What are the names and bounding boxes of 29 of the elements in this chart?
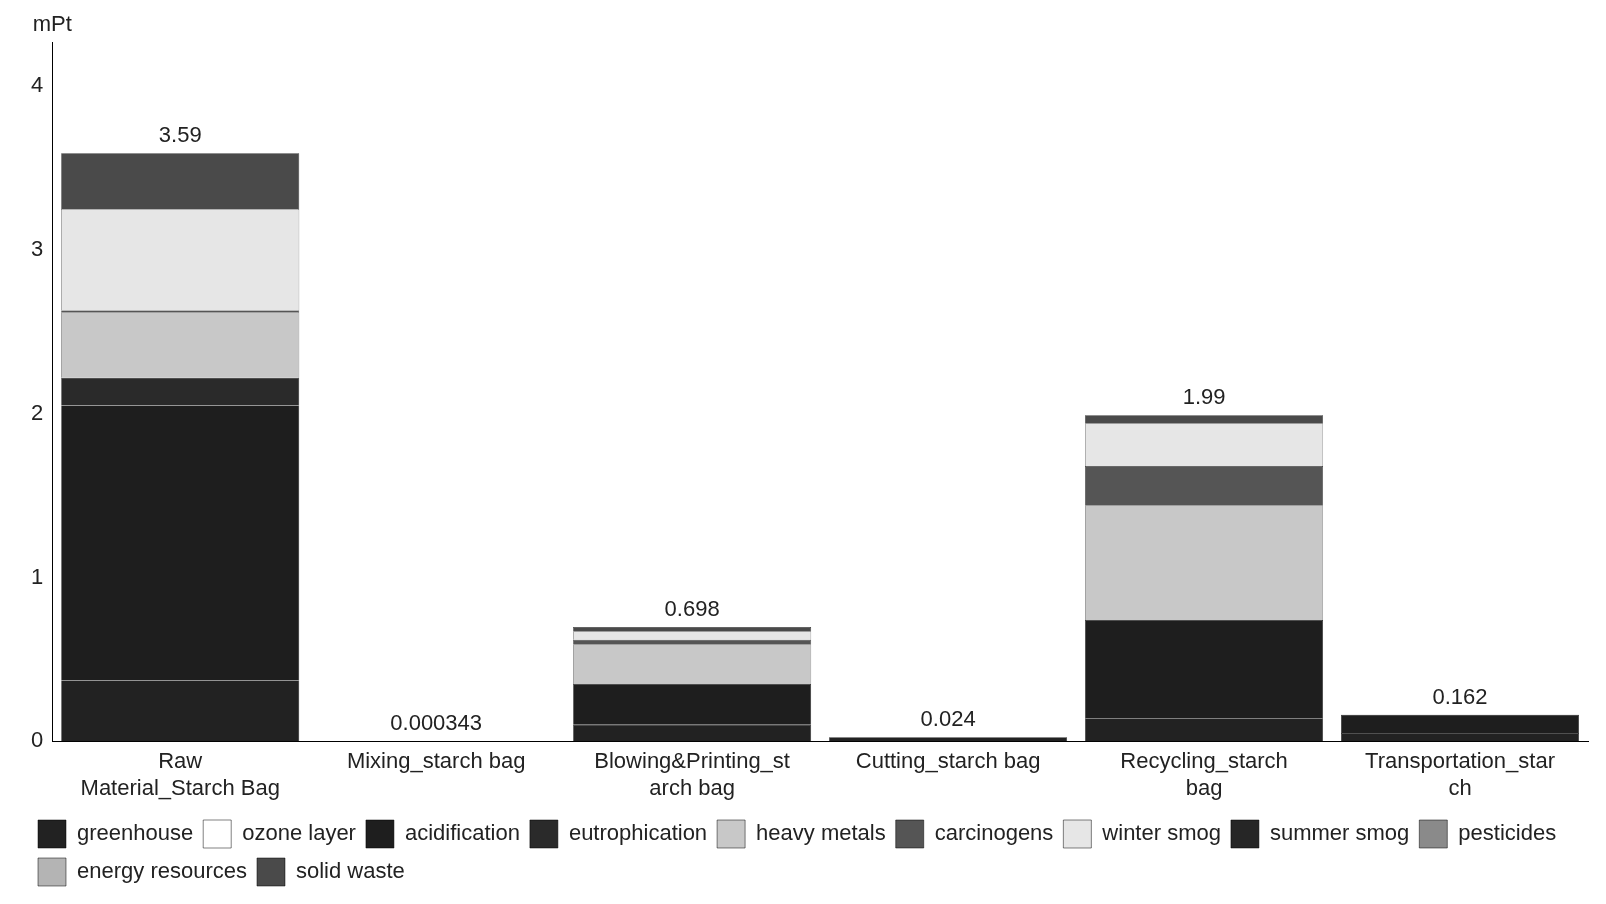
legend-label: greenhouse (77, 820, 194, 846)
total-label: 3.59 (158, 122, 202, 148)
x-tick-label: Raw Material_Starch Bag (80, 748, 280, 800)
legend-label: acidification (404, 820, 520, 846)
legend-label: ozone layer (242, 820, 356, 846)
y-tick-label: 1 (30, 563, 44, 589)
x-tick-label: Mixing_starch bag (346, 748, 526, 774)
legend-label: carcinogens (934, 820, 1054, 846)
y-tick-label: 4 (30, 72, 44, 98)
legend-label: heavy metals (756, 820, 886, 846)
total-label: 0.698 (664, 595, 720, 621)
x-tick-label: Cutting_starch bag (855, 748, 1041, 774)
total-label: 0.162 (1432, 683, 1488, 709)
legend-label: winter smog (1101, 820, 1221, 846)
y-axis-title: mPt (32, 11, 72, 37)
legend-label: eutrophication (568, 820, 708, 846)
legend-label: pesticides (1458, 820, 1557, 846)
y-tick-label: 0 (30, 727, 44, 753)
total-label: 0.000343 (390, 710, 483, 736)
y-tick-label: 3 (30, 236, 44, 262)
total-label: 0.024 (920, 706, 976, 732)
y-tick-label: 2 (30, 399, 44, 425)
total-label: 1.99 (1182, 384, 1226, 410)
x-tick-label: Transportation_starch (1365, 748, 1555, 800)
x-tick-label: Recycling_starch bag (1120, 748, 1288, 800)
legend-label: solid waste (295, 858, 405, 884)
x-tick-label: Blowing&Printing_starch bag (594, 748, 790, 800)
legend-label: energy resources (77, 858, 247, 884)
legend-label: summer smog (1269, 820, 1410, 846)
